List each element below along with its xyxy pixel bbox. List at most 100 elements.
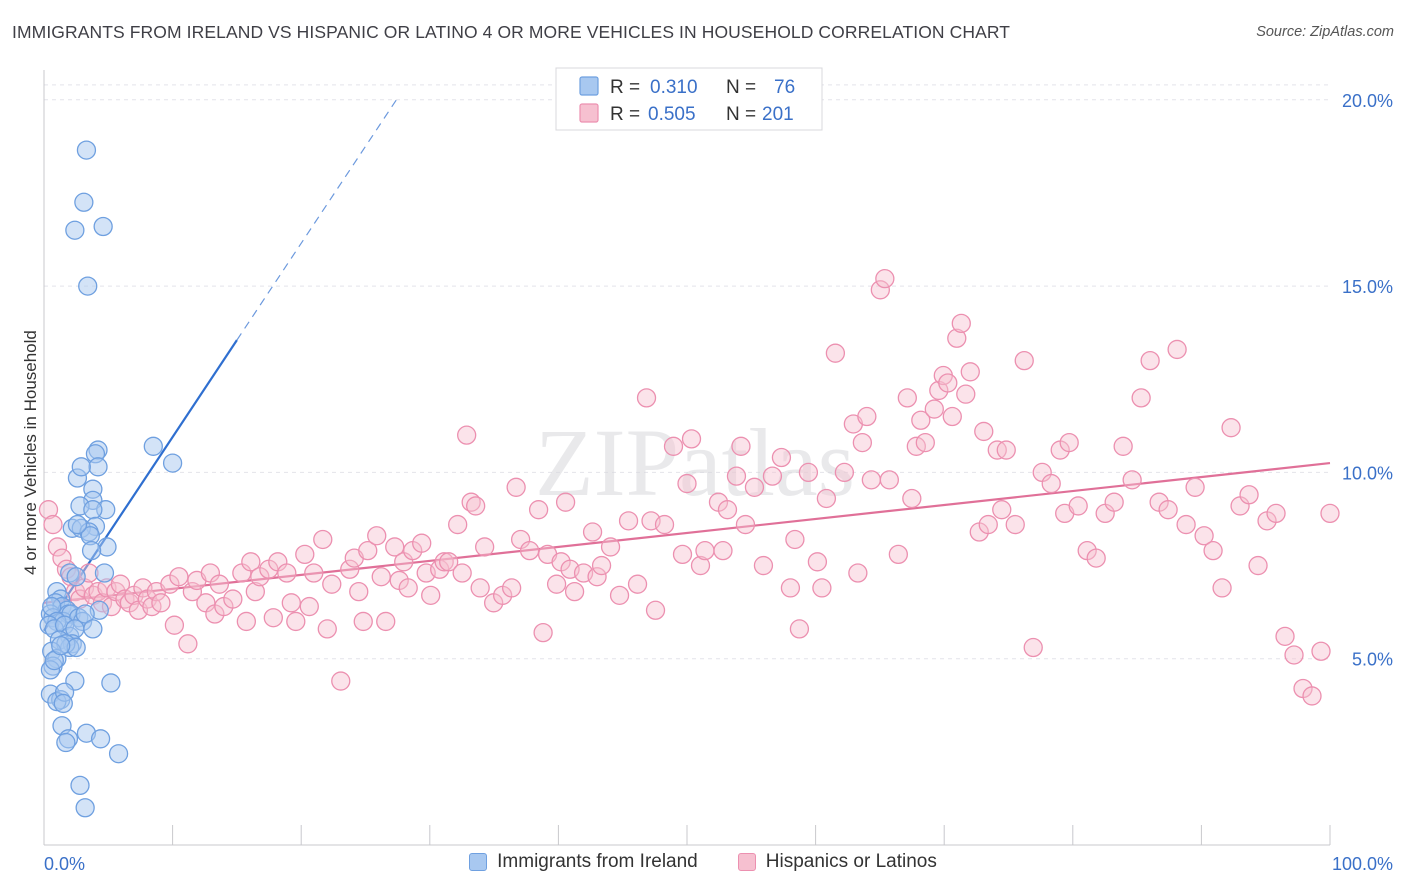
legend-r-label-hispanics: R = bbox=[610, 104, 640, 125]
legend-bottom-swatch-hispanics bbox=[737, 853, 756, 871]
legend-top: R = 0.310 N = 76 R = 0.505 N = 201 bbox=[555, 67, 823, 131]
data-point-hispanics bbox=[875, 269, 895, 289]
data-point-hispanics bbox=[1176, 514, 1196, 535]
data-point-hispanics bbox=[753, 555, 774, 576]
data-point-hispanics bbox=[1248, 555, 1268, 576]
data-point-ireland bbox=[71, 457, 91, 477]
data-point-hispanics bbox=[681, 429, 702, 449]
data-point-hispanics bbox=[434, 552, 454, 572]
data-point-hispanics bbox=[43, 514, 63, 535]
data-point-hispanics bbox=[888, 544, 908, 565]
data-point-hispanics bbox=[1131, 388, 1151, 408]
data-point-hispanics bbox=[151, 593, 171, 613]
series-ireland-points bbox=[39, 140, 183, 818]
data-point-hispanics bbox=[1185, 477, 1205, 497]
data-point-ireland bbox=[93, 216, 113, 237]
data-point-hispanics bbox=[731, 436, 751, 456]
axes bbox=[43, 70, 1331, 846]
data-point-hispanics bbox=[1140, 350, 1160, 371]
data-point-hispanics bbox=[992, 500, 1012, 520]
data-point-hispanics bbox=[412, 533, 432, 553]
data-point-ireland bbox=[108, 744, 129, 764]
data-point-hispanics bbox=[717, 500, 738, 520]
legend-n-label-hispanics: N = bbox=[726, 104, 756, 125]
data-point-hispanics bbox=[367, 526, 387, 546]
data-point-ireland bbox=[101, 673, 121, 693]
data-point-hispanics bbox=[677, 473, 697, 494]
data-point-ireland bbox=[83, 500, 103, 520]
data-point-ireland bbox=[53, 693, 73, 714]
data-point-hispanics bbox=[47, 537, 68, 557]
data-point-hispanics bbox=[178, 634, 198, 654]
data-point-hispanics bbox=[466, 496, 486, 516]
data-point-hispanics bbox=[236, 611, 256, 632]
data-point-ireland bbox=[75, 798, 95, 818]
data-point-hispanics bbox=[771, 447, 792, 468]
data-point-hispanics bbox=[448, 514, 468, 535]
x-tick-label: 100.0% bbox=[1332, 854, 1393, 874]
data-point-hispanics bbox=[209, 574, 230, 594]
data-point-hispanics bbox=[564, 581, 585, 602]
data-point-hispanics bbox=[376, 611, 396, 632]
legend-n-value-hispanics: 201 bbox=[762, 104, 794, 125]
legend-bottom-label-hispanics: Hispanics or Latinos bbox=[765, 851, 937, 872]
data-point-hispanics bbox=[38, 500, 59, 520]
data-point-hispanics bbox=[582, 522, 603, 542]
data-point-hispanics bbox=[1284, 645, 1304, 665]
data-point-ireland bbox=[83, 619, 103, 639]
legend-n-label-ireland: N = bbox=[726, 77, 756, 98]
data-point-hispanics bbox=[501, 578, 522, 598]
trend-line-hispanics bbox=[43, 461, 1331, 604]
data-point-hispanics bbox=[340, 559, 360, 579]
data-point-hispanics bbox=[1041, 473, 1061, 494]
data-point-hispanics bbox=[241, 552, 261, 572]
data-point-hispanics bbox=[349, 581, 369, 602]
data-point-ireland bbox=[94, 563, 115, 583]
data-point-hispanics bbox=[735, 514, 756, 535]
data-point-hispanics bbox=[169, 567, 189, 587]
data-point-hispanics bbox=[1194, 526, 1214, 546]
data-point-hispanics bbox=[780, 578, 801, 598]
data-point-hispanics bbox=[313, 529, 333, 550]
data-point-ireland bbox=[75, 604, 95, 624]
data-point-hispanics bbox=[834, 462, 855, 483]
data-point-hispanics bbox=[974, 421, 994, 442]
source-label: Source: ZipAtlas.com bbox=[1256, 24, 1394, 40]
data-point-hispanics bbox=[421, 585, 441, 606]
data-point-hispanics bbox=[911, 410, 931, 430]
data-point-ireland bbox=[78, 276, 98, 296]
data-point-ireland bbox=[81, 540, 102, 561]
data-point-hispanics bbox=[848, 563, 868, 583]
data-point-hispanics bbox=[956, 384, 976, 404]
data-point-ireland bbox=[90, 729, 111, 749]
data-point-hispanics bbox=[1059, 432, 1079, 453]
data-point-hispanics bbox=[506, 477, 526, 497]
data-point-hispanics bbox=[897, 388, 917, 408]
legend-swatch-hispanics bbox=[579, 103, 599, 123]
data-point-hispanics bbox=[915, 432, 935, 453]
legend-n-value-ireland: 76 bbox=[774, 77, 795, 98]
data-point-hispanics bbox=[938, 373, 958, 393]
data-point-hispanics bbox=[744, 477, 765, 497]
data-point-hispanics bbox=[587, 567, 607, 587]
data-point-hispanics bbox=[861, 470, 882, 490]
data-point-hispanics bbox=[960, 362, 980, 382]
data-point-hispanics bbox=[164, 615, 185, 635]
data-point-ireland bbox=[76, 140, 97, 160]
data-point-hispanics bbox=[322, 574, 342, 594]
data-point-hispanics bbox=[798, 462, 819, 483]
legend-bottom-label-ireland: Immigrants from Ireland bbox=[497, 851, 698, 872]
data-point-hispanics bbox=[317, 619, 337, 639]
data-point-hispanics bbox=[263, 608, 283, 628]
data-point-hispanics bbox=[452, 563, 472, 583]
data-point-ireland bbox=[65, 220, 85, 240]
data-point-hispanics bbox=[277, 563, 297, 583]
data-point-hispanics bbox=[281, 593, 301, 613]
legend-top-frame bbox=[555, 67, 823, 131]
data-point-hispanics bbox=[1005, 514, 1025, 535]
data-point-ireland bbox=[88, 457, 108, 477]
data-point-hispanics bbox=[924, 399, 944, 419]
data-point-hispanics bbox=[470, 578, 490, 598]
data-point-hispanics bbox=[645, 600, 666, 620]
trend-line-ireland-extension bbox=[236, 97, 399, 341]
